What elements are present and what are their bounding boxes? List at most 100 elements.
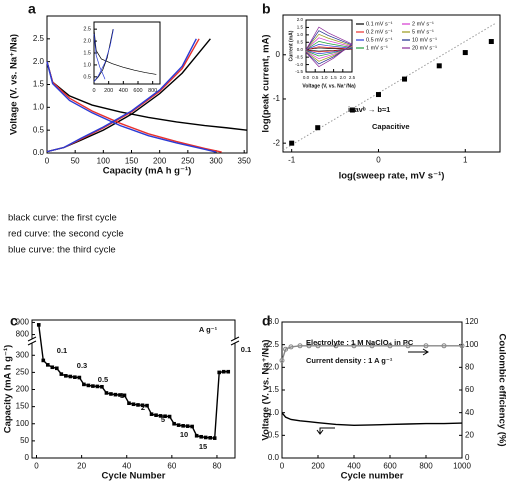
y-tick-label: 2.5 (268, 340, 280, 349)
marker (68, 374, 73, 379)
point (315, 125, 321, 131)
y-tick-label: 200 (16, 385, 30, 394)
marker (41, 358, 46, 363)
legend-label: 2 mV s⁻¹ (412, 21, 434, 27)
caption-line: blue curve: the third cycle (8, 245, 116, 256)
marker (221, 369, 226, 374)
y-tick-label: 1.0 (83, 62, 91, 68)
y-tick-label: 0.0 (33, 148, 45, 157)
x-tick-label: 60 (167, 462, 176, 471)
marker (190, 424, 194, 429)
marker (149, 412, 154, 416)
y-tick-label: 0 (276, 50, 281, 59)
y-tick-label: 0.5 (268, 430, 280, 439)
marker (441, 343, 447, 349)
marker (226, 369, 231, 374)
y-tick-label: -1.0 (295, 62, 303, 67)
marker (283, 346, 289, 352)
x-tick-label: 100 (97, 157, 111, 166)
x-tick-label: 800 (148, 88, 157, 94)
y-tick-label: 2.0 (297, 17, 304, 22)
marker (181, 424, 185, 428)
series-line (93, 29, 157, 75)
axis-break (27, 336, 37, 342)
x-tick-label: 800 (419, 462, 433, 471)
y-tick-label: 0.5 (297, 39, 304, 44)
marker (405, 343, 411, 349)
y-tick-label: 0.0 (297, 47, 304, 52)
y-axis-title: Capacity (mA h g⁻¹) (3, 345, 14, 434)
marker (86, 383, 91, 388)
y-tick-label: 150 (16, 402, 30, 411)
axis-break (230, 336, 240, 342)
marker (212, 436, 217, 440)
caption-line: red curve: the second cycle (8, 229, 124, 240)
marker (369, 343, 375, 349)
point (349, 107, 355, 113)
annotation: 15 (199, 442, 207, 451)
legend-label: 0.2 mV s⁻¹ (366, 29, 393, 35)
marker (279, 358, 285, 364)
marker (185, 424, 190, 428)
x-tick-label: 2.5 (349, 75, 356, 80)
marker (176, 423, 181, 427)
x-tick-label: 300 (209, 157, 223, 166)
y-axis-title: Voltage (V. vs. Na⁺/Na) (9, 34, 20, 135)
plot-frame (281, 321, 463, 459)
marker (172, 421, 176, 426)
series-line (93, 29, 114, 82)
x-tick-label: 400 (347, 462, 361, 471)
x-tick-label: 0 (34, 462, 39, 471)
legend-label: 1 mV s⁻¹ (366, 45, 388, 51)
y-tick-label: 1.5 (268, 385, 280, 394)
y-tick-label: 2.0 (268, 362, 280, 371)
annotation: 10 (180, 430, 188, 439)
annotation: i=avᵇ → b≈1 (348, 105, 390, 114)
x-tick-label: -1 (288, 156, 296, 165)
y-tick-label: -1.5 (295, 69, 303, 74)
marker (163, 414, 167, 419)
marker (387, 343, 393, 349)
legend-label: 10 mV s⁻¹ (412, 37, 437, 43)
y-tick-label: 120 (465, 317, 479, 326)
series-line (93, 29, 114, 82)
legend-label: 0.5 mV s⁻¹ (366, 37, 393, 43)
x-tick-label: 200 (153, 157, 167, 166)
marker (297, 343, 303, 349)
x-axis-title: Capacity (mA h g⁻¹) (103, 166, 192, 177)
annotation: Capacitive (372, 122, 410, 131)
marker (423, 343, 429, 349)
marker (199, 434, 203, 439)
x-tick-label: 1.5 (330, 75, 337, 80)
annotation: 1 (120, 391, 124, 400)
panel-letter: b (262, 1, 271, 17)
marker (351, 343, 357, 349)
axis-break (230, 340, 240, 346)
y-tick-label: 1.0 (268, 408, 280, 417)
series-line (305, 41, 353, 57)
x-axis-title: log(sweep rate, mV s⁻¹) (339, 171, 445, 182)
series-line (46, 38, 197, 153)
x-tick-label: 600 (383, 462, 397, 471)
marker (122, 393, 127, 398)
annotation: Current density : 1 A g⁻¹ (306, 356, 393, 365)
marker (36, 323, 41, 327)
y-tick-label: 100 (465, 340, 479, 349)
marker (109, 392, 113, 396)
y-axis-title: Current (mA) (288, 30, 294, 61)
marker (217, 370, 222, 375)
annotation: 0.1 (241, 345, 251, 354)
y-tick-label: 300 (16, 350, 30, 359)
y-tick-label: 20 (465, 430, 474, 439)
x-tick-label: 50 (71, 157, 80, 166)
y-tick-label: 2.5 (33, 34, 45, 43)
y-tick-label: 100 (16, 419, 30, 428)
marker (167, 414, 172, 419)
annotation: 0.5 (98, 375, 108, 384)
series-line (305, 37, 354, 60)
marker (208, 435, 212, 440)
marker (73, 375, 77, 379)
y-tick-label: 3.0 (268, 317, 280, 326)
marker (45, 363, 50, 367)
series-line (93, 33, 106, 80)
